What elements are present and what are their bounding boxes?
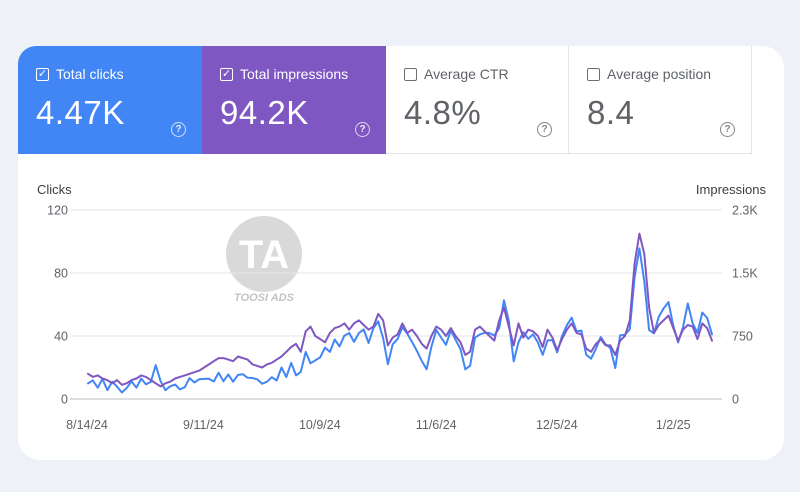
right-tick-label: 750 [732,330,753,344]
metric-tiles: ✓ Total clicks 4.47K ? ✓ Total impressio… [18,46,752,154]
metric-label: Total clicks [56,66,124,82]
metric-tile-total-impressions[interactable]: ✓ Total impressions 94.2K ? [202,46,386,154]
metric-tile-total-clicks[interactable]: ✓ Total clicks 4.47K ? [18,46,202,154]
metric-value: 94.2K [220,94,309,131]
right-axis-ticks: 0 750 1.5K 2.3K [732,204,758,407]
left-axis-ticks: 0 40 80 120 [47,204,68,407]
x-tick-label: 9/11/24 [183,418,224,432]
right-tick-label: 1.5K [732,267,758,281]
right-tick-label: 2.3K [732,204,758,218]
checkbox-checked-icon[interactable]: ✓ [36,67,49,81]
checkbox-unchecked-icon[interactable] [587,67,600,81]
x-tick-label: 12/5/24 [536,418,578,432]
help-icon[interactable]: ? [171,122,186,137]
metric-label: Average position [607,66,712,82]
metric-label: Average CTR [424,66,509,82]
metric-label: Total impressions [240,66,349,82]
chart-gridlines [70,209,722,400]
checkbox-checked-icon[interactable]: ✓ [220,67,233,81]
toosi-ads-watermark: TA TOOSI ADS [226,216,302,304]
watermark-text: TOOSI ADS [234,292,295,304]
metric-value: 4.47K [36,94,125,131]
help-icon[interactable]: ? [355,122,370,137]
help-icon[interactable]: ? [537,122,552,137]
x-tick-label: 10/9/24 [299,418,341,432]
impressions-series-line [87,247,713,394]
metric-value: 4.8% [404,94,482,131]
metric-value: 8.4 [587,94,635,131]
x-tick-label: 1/2/25 [656,418,691,432]
left-tick-label: 40 [54,330,68,344]
right-tick-label: 0 [732,393,739,407]
left-tick-label: 80 [54,267,68,281]
left-tick-label: 0 [61,393,68,407]
x-tick-label: 11/6/24 [416,418,457,432]
help-icon[interactable]: ? [720,122,735,137]
left-tick-label: 120 [47,204,68,218]
checkbox-unchecked-icon[interactable] [404,67,417,81]
x-tick-label: 8/14/24 [66,418,108,432]
metric-tile-average-position[interactable]: Average position 8.4 ? [569,46,752,154]
x-axis-ticks: 8/14/24 9/11/24 10/9/24 11/6/24 12/5/24 1/2/2… [66,418,691,432]
chart-series [87,232,713,394]
performance-card: ✓ Total clicks 4.47K ? ✓ Total impressio… [18,46,784,460]
left-axis-title: Clicks [37,182,72,197]
clicks-series-line [87,232,713,388]
metric-tile-average-ctr[interactable]: Average CTR 4.8% ? [386,46,569,154]
watermark-monogram: TA [239,233,289,277]
right-axis-title: Impressions [696,182,767,197]
